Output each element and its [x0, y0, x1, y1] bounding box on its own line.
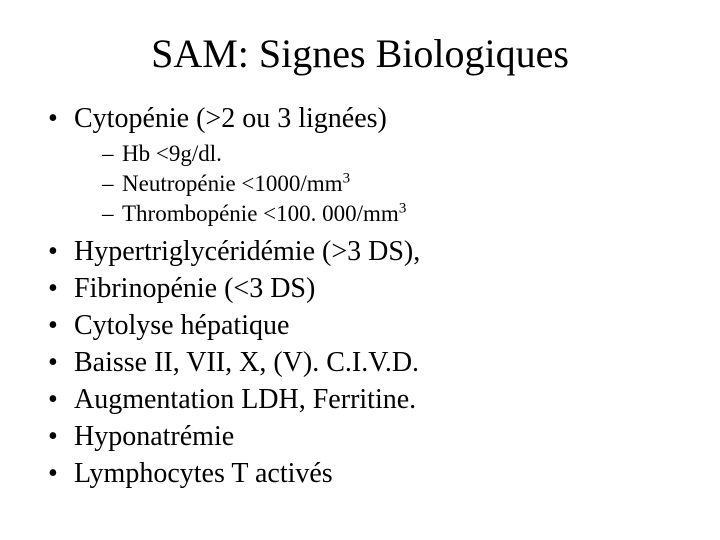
- bullet-text: Lymphocytes T activés: [74, 458, 333, 489]
- bullet-text: Cytolyse hépatique: [74, 310, 289, 341]
- list-item: Lymphocytes T activés: [48, 456, 680, 491]
- superscript: 3: [343, 170, 350, 186]
- sub-bullet-text: Thrombopénie <100. 000/mm: [122, 201, 399, 226]
- sub-bullet-list: Hb <9g/dl. Neutropénie <1000/mm3 Thrombo…: [102, 140, 680, 228]
- bullet-text: Augmentation LDH, Ferritine.: [74, 384, 416, 415]
- list-item: Neutropénie <1000/mm3: [102, 170, 680, 199]
- bullet-text: Hypertriglycéridémie (>3 DS),: [74, 236, 420, 267]
- list-item: Hyponatrémie: [48, 419, 680, 454]
- list-item: Augmentation LDH, Ferritine.: [48, 382, 680, 417]
- list-item: Thrombopénie <100. 000/mm3: [102, 200, 680, 229]
- list-item: Hypertriglycéridémie (>3 DS),: [48, 234, 680, 269]
- bullet-text: Hyponatrémie: [74, 421, 234, 452]
- list-item: Fibrinopénie (<3 DS): [48, 271, 680, 306]
- bullet-list: Cytopénie (>2 ou 3 lignées) Hb <9g/dl. N…: [48, 101, 680, 491]
- bullet-text: Fibrinopénie (<3 DS): [74, 273, 315, 304]
- list-item: Cytopénie (>2 ou 3 lignées) Hb <9g/dl. N…: [48, 101, 680, 228]
- sub-bullet-text: Hb <9g/dl.: [122, 141, 222, 166]
- superscript: 3: [399, 200, 406, 216]
- slide-title: SAM: Signes Biologiques: [40, 30, 680, 77]
- bullet-text: Baisse II, VII, X, (V). C.I.V.D.: [74, 347, 419, 378]
- list-item: Hb <9g/dl.: [102, 140, 680, 169]
- list-item: Baisse II, VII, X, (V). C.I.V.D.: [48, 345, 680, 380]
- bullet-text: Cytopénie (>2 ou 3 lignées): [74, 103, 387, 134]
- sub-bullet-text: Neutropénie <1000/mm: [122, 171, 343, 196]
- list-item: Cytolyse hépatique: [48, 308, 680, 343]
- slide: SAM: Signes Biologiques Cytopénie (>2 ou…: [0, 0, 720, 540]
